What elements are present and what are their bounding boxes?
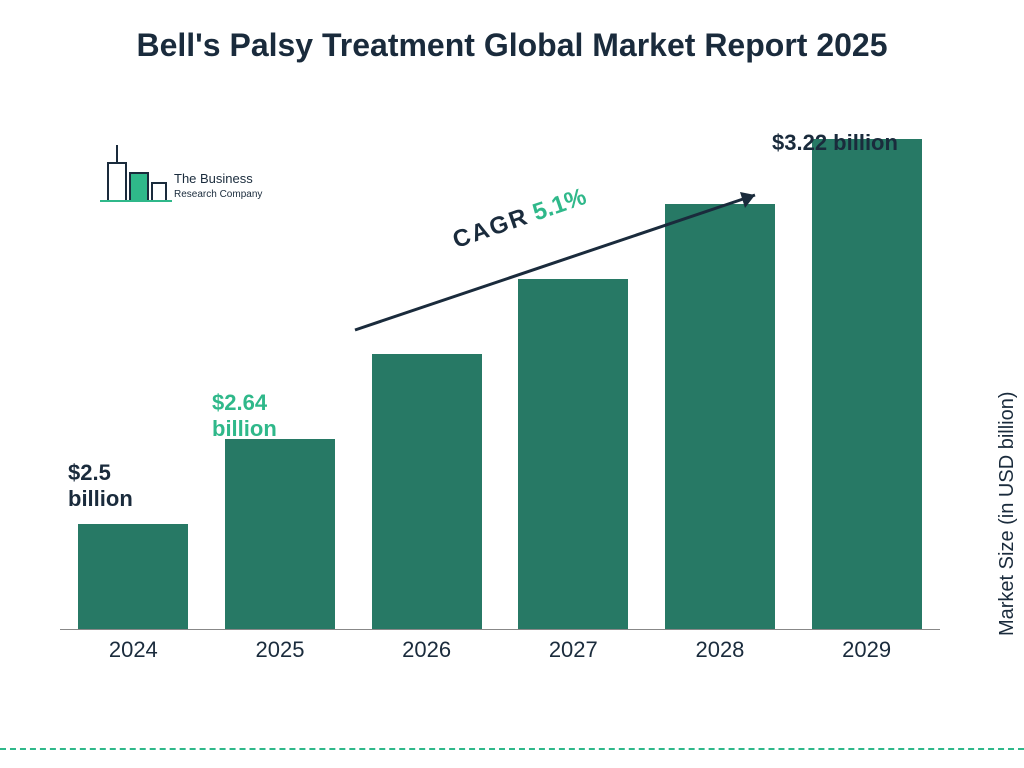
chart-title: Bell's Palsy Treatment Global Market Rep… xyxy=(0,0,1024,75)
x-axis-label: 2024 xyxy=(68,637,198,663)
bar xyxy=(225,439,335,629)
x-axis-label: 2029 xyxy=(802,637,932,663)
bar-group xyxy=(215,439,345,629)
bar-group xyxy=(508,279,638,629)
bar-group xyxy=(68,524,198,629)
bar xyxy=(78,524,188,629)
x-axis-labels: 2024 2025 2026 2027 2028 2029 xyxy=(60,630,940,670)
value-label-2024: $2.5billion xyxy=(68,460,133,513)
x-axis-label: 2028 xyxy=(655,637,785,663)
dashed-divider xyxy=(0,748,1024,750)
bar-group xyxy=(362,354,492,629)
bar-group xyxy=(802,139,932,629)
bar-group xyxy=(655,204,785,629)
x-axis-label: 2025 xyxy=(215,637,345,663)
x-axis-label: 2026 xyxy=(362,637,492,663)
bars-container xyxy=(60,130,940,630)
y-axis-label: Market Size (in USD billion) xyxy=(997,392,1020,637)
x-axis-label: 2027 xyxy=(508,637,638,663)
bar xyxy=(372,354,482,629)
value-label-2029: $3.22 billion xyxy=(772,130,898,156)
bar xyxy=(518,279,628,629)
bar xyxy=(812,139,922,629)
value-label-2025: $2.64billion xyxy=(212,390,277,443)
bar xyxy=(665,204,775,629)
